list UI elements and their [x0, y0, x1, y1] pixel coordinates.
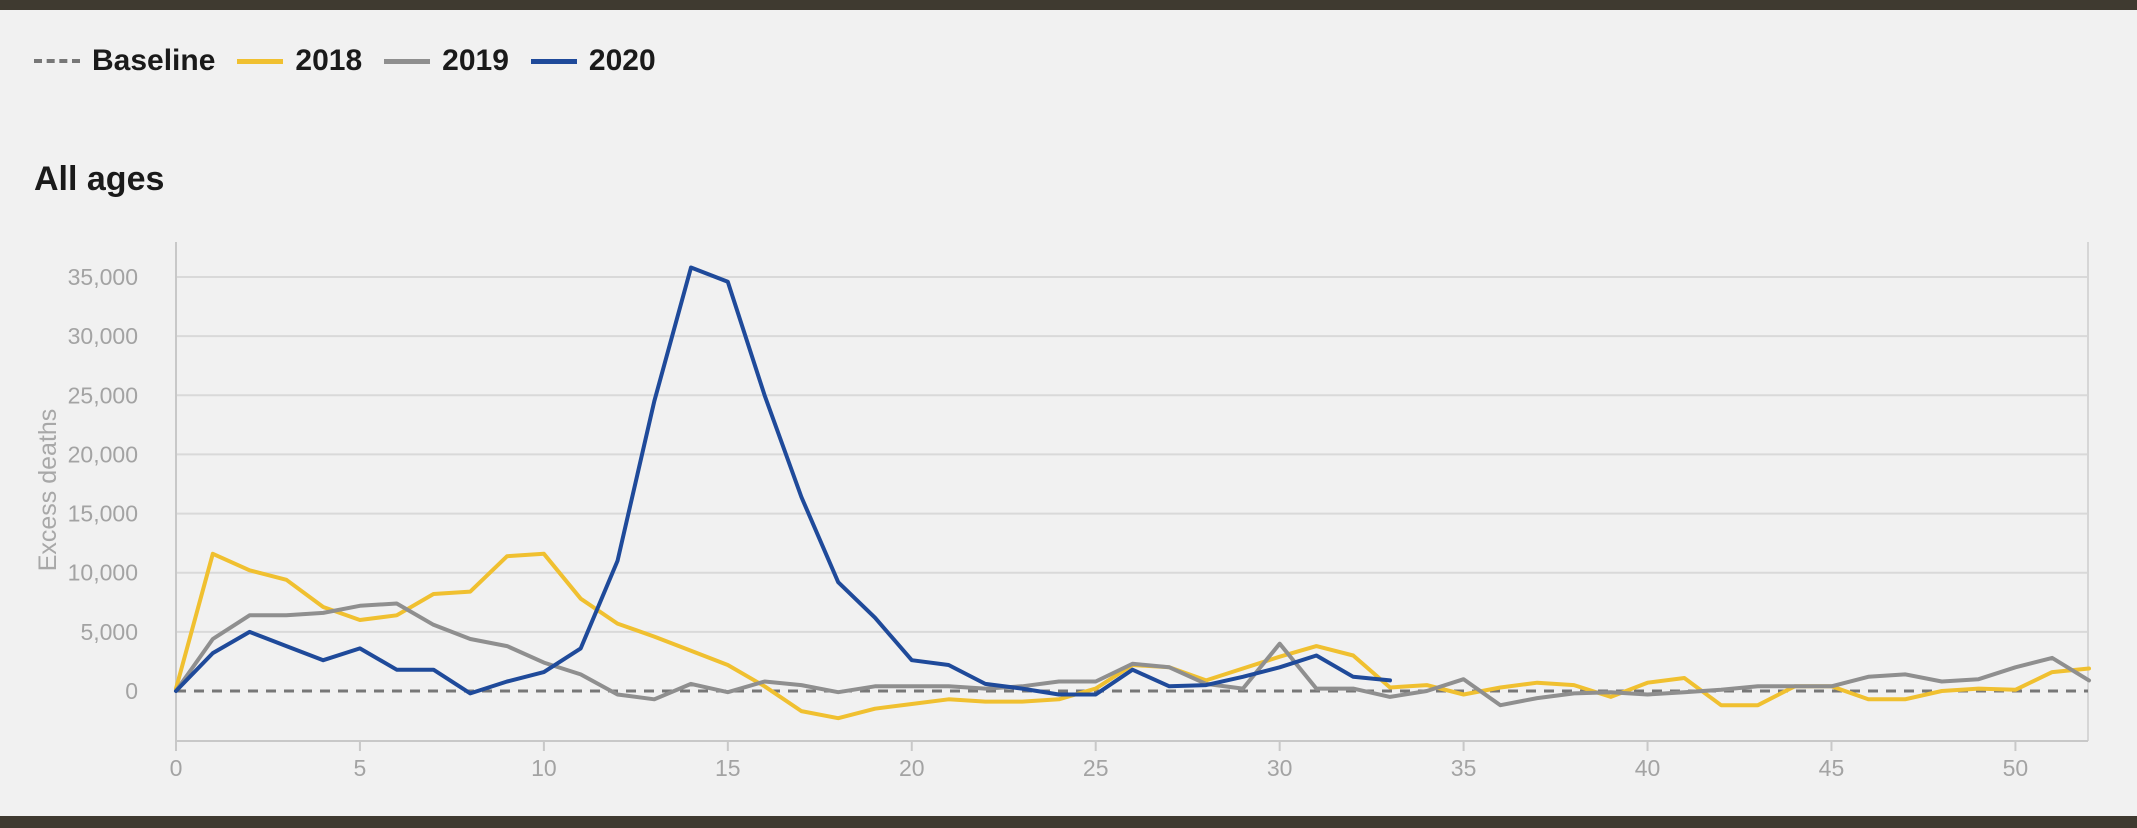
y-tick-label: 5,000: [80, 619, 138, 645]
x-tick-label: 30: [1267, 755, 1293, 781]
legend-label-baseline: Baseline: [92, 44, 216, 77]
series-line-2019: [174, 601, 2091, 708]
legend-item-baseline[interactable]: Baseline: [34, 44, 215, 78]
legend-label-2020: 2020: [588, 44, 656, 77]
legend-label-2018: 2018: [295, 44, 363, 77]
x-tick-label: 25: [1083, 755, 1109, 781]
x-tick-label: 35: [1451, 755, 1477, 781]
legend-swatch-2019: [384, 58, 431, 64]
axes: [175, 242, 2089, 751]
legend-label-2019: 2019: [442, 44, 509, 77]
x-tick-label: 0: [170, 755, 183, 781]
legend-swatch-2018: [237, 58, 284, 64]
y-tick-label: 20,000: [68, 441, 138, 467]
y-tick-label: 25,000: [68, 382, 138, 408]
y-tick-label: 30,000: [68, 323, 138, 349]
x-tick-label: 40: [1635, 755, 1661, 781]
x-tick-label: 50: [2003, 755, 2029, 781]
gridlines: [176, 276, 2088, 633]
series-layer: [174, 265, 2091, 721]
x-tick-label: 15: [715, 755, 741, 781]
legend-item-2018[interactable]: 2018: [237, 44, 362, 78]
x-tick-label: 5: [354, 755, 367, 781]
y-axis-title: Excess deaths: [34, 409, 62, 572]
y-tick-label: 15,000: [68, 501, 138, 527]
x-tick-label: 45: [1819, 755, 1845, 781]
tick-labels: 0 5,000 10,000 15,000 20,000 25,000 30,000 35,0…: [68, 264, 2029, 781]
x-tick-label: 20: [899, 755, 925, 781]
legend-item-2020[interactable]: 2020: [530, 44, 656, 78]
legend-swatch-baseline: [34, 59, 80, 63]
series-line-2020: [174, 265, 1392, 697]
y-tick-label: 35,000: [68, 264, 138, 290]
x-tick-label: 10: [531, 755, 557, 781]
legend-swatch-2020: [530, 58, 577, 64]
y-tick-label: 10,000: [68, 560, 138, 586]
legend-item-2019[interactable]: 2019: [384, 44, 509, 78]
y-tick-label: 0: [125, 678, 138, 704]
chart-legend: Baseline 2018 2019 2020: [34, 44, 678, 78]
chart-title: All ages: [34, 160, 165, 198]
